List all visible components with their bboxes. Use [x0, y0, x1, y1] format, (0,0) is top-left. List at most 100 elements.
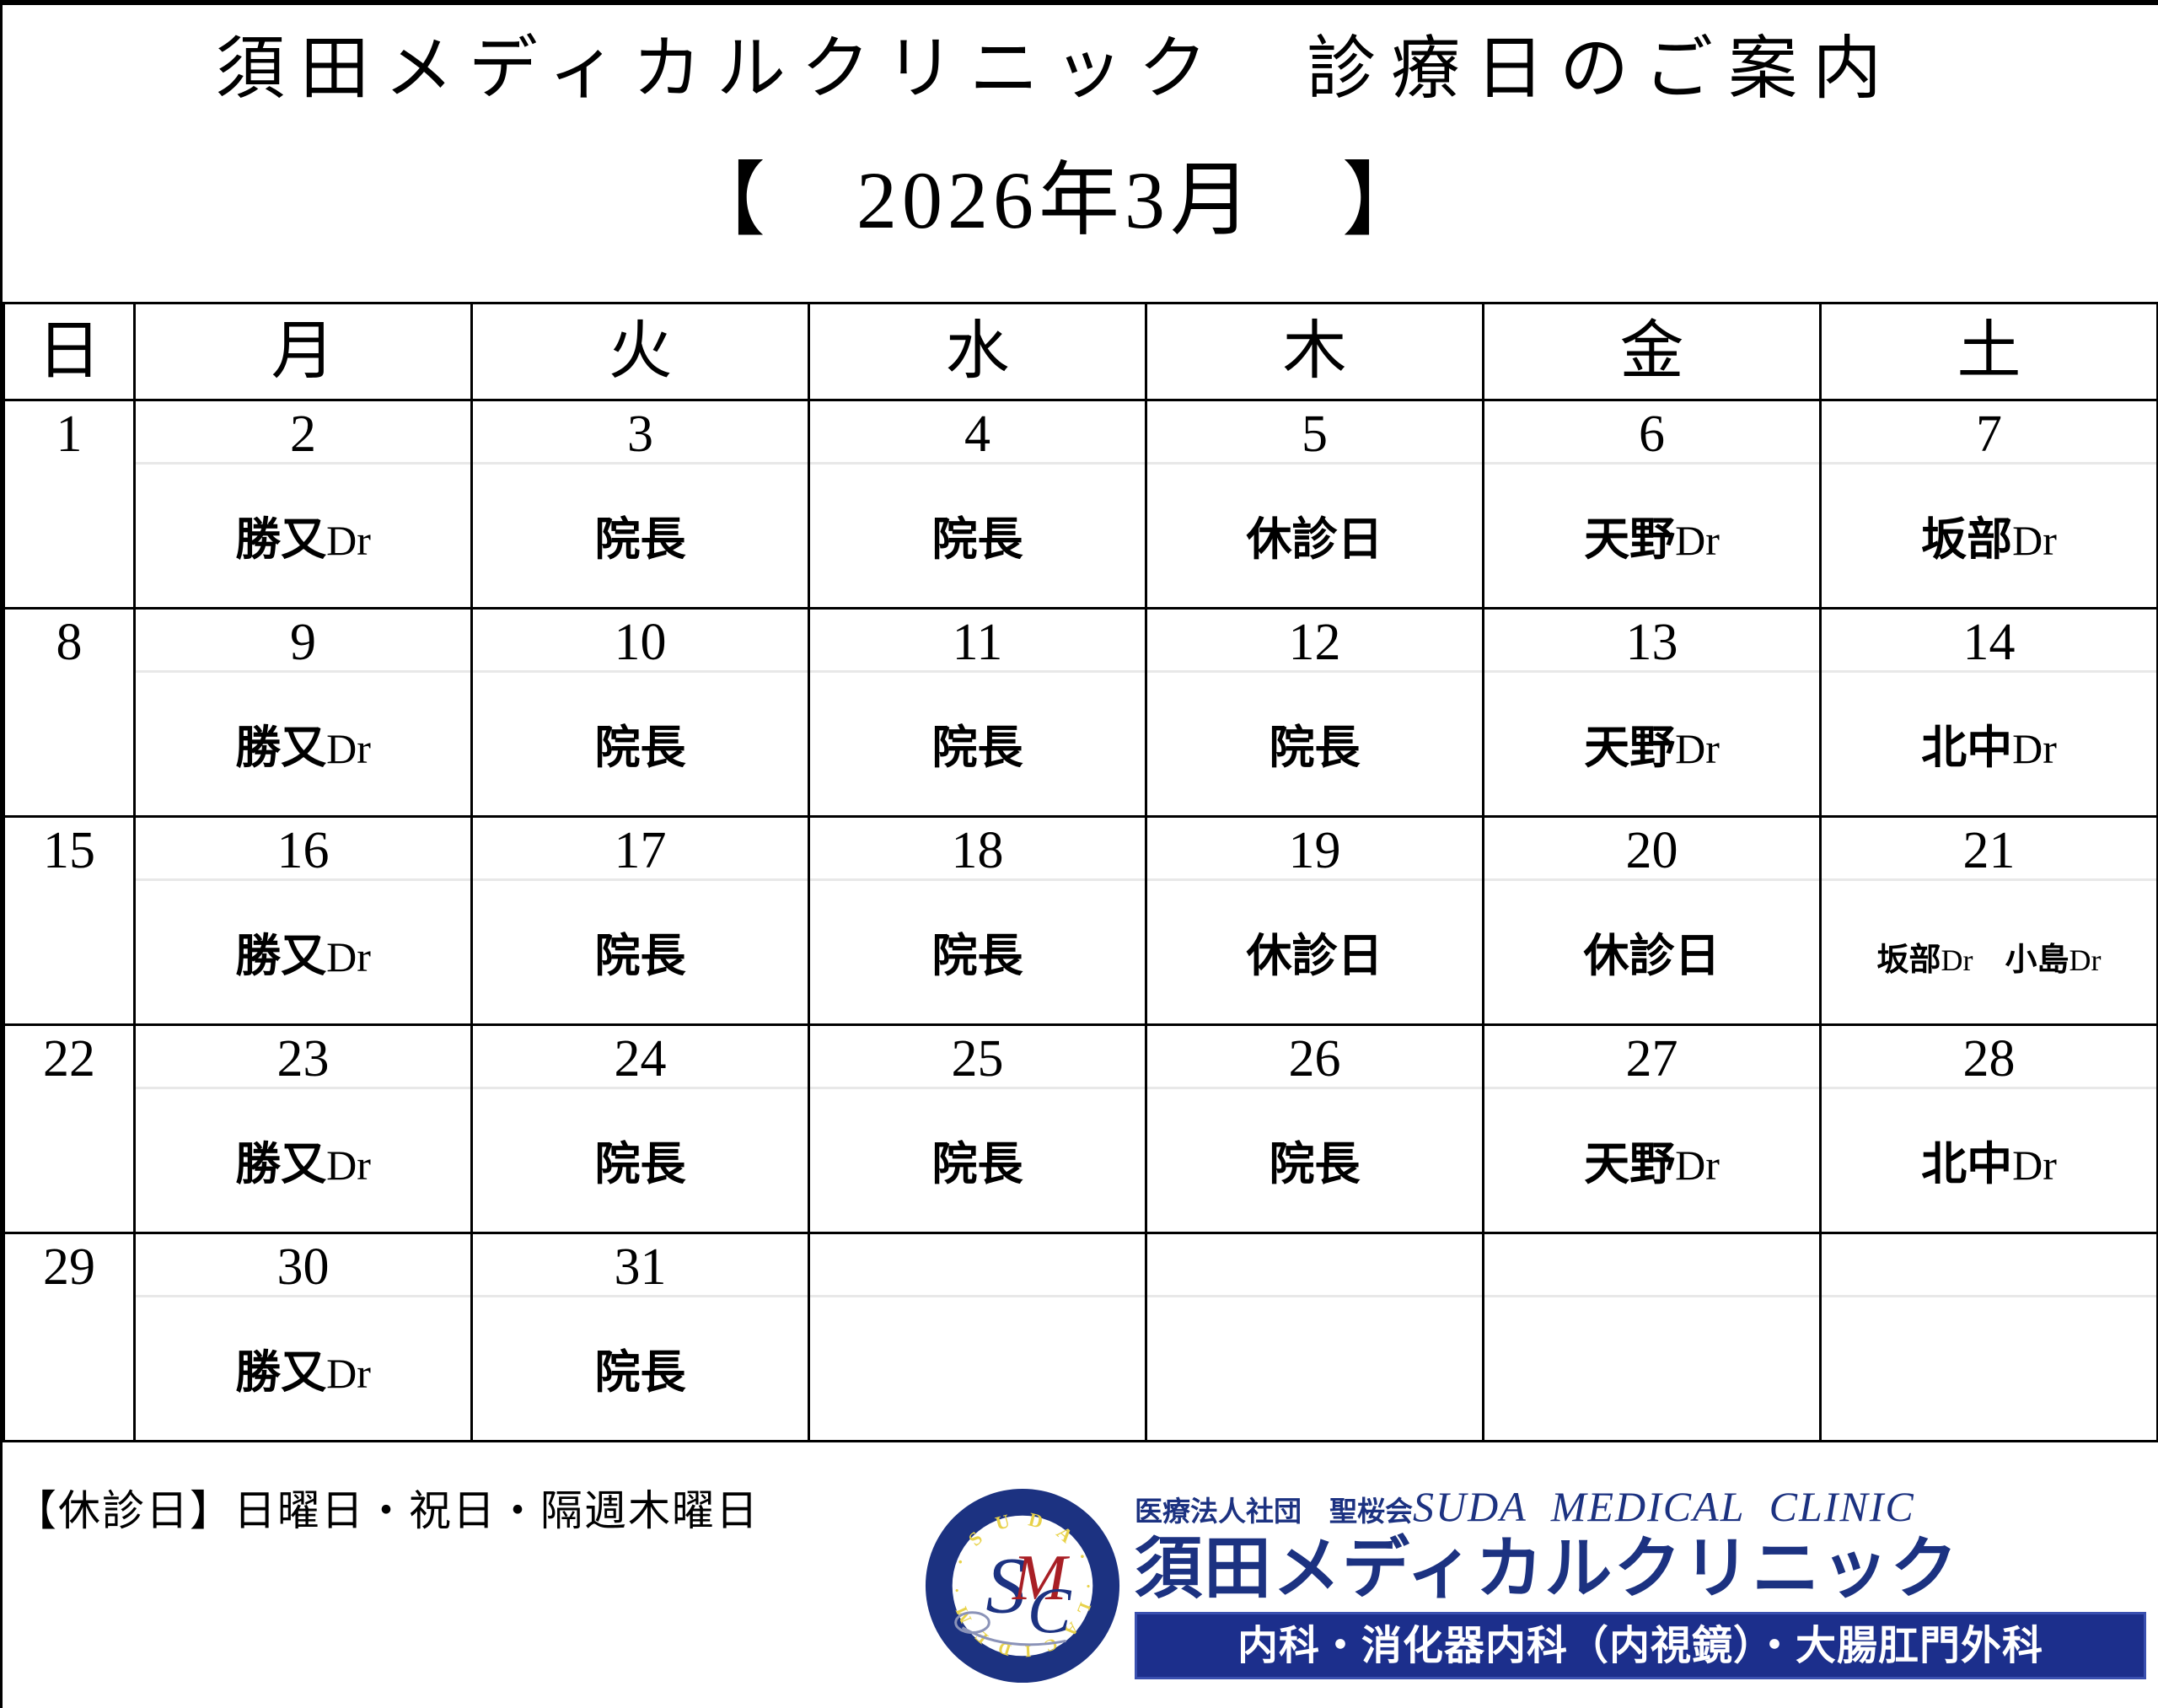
calendar-cell-4[interactable]: 4 院長: [808, 399, 1147, 610]
doctor-label: [1147, 1297, 1482, 1350]
date-number: 31: [614, 1238, 667, 1296]
date-number: 13: [1625, 614, 1678, 671]
calendar-cell-30[interactable]: 30 勝又Dr: [133, 1232, 473, 1442]
cell-divider: [136, 670, 470, 673]
doctor-label: 院長: [931, 1137, 1023, 1190]
weekday-header-sun: 日: [3, 302, 136, 401]
date-number: [810, 1234, 1145, 1295]
calendar-cell-17[interactable]: 17 院長: [470, 815, 810, 1026]
date-number: 1: [56, 406, 83, 463]
calendar-cell-2[interactable]: 2 勝又Dr: [133, 399, 473, 610]
date-number: 30: [276, 1238, 330, 1296]
page-title: 須田メディカルクリニック 診療日のご案内: [215, 30, 1898, 107]
date-number: 12: [1288, 614, 1341, 671]
calendar-cell-29[interactable]: 29: [3, 1232, 136, 1442]
calendar-cell-11[interactable]: 11 院長: [808, 607, 1147, 818]
date-number: 8: [56, 614, 83, 671]
calendar-cell-23[interactable]: 23 勝又Dr: [133, 1023, 473, 1234]
calendar-cell-7[interactable]: 7 坂部Dr: [1819, 399, 2158, 610]
calendar-body: 1 2 勝又Dr 3 院長 4 院長 5 休診日 6 天野Dr 7 坂部Dr 8 9 勝又Dr 10 院長 11 院長…: [3, 399, 2158, 1442]
cell-divider: [1822, 878, 2156, 881]
weekday-header-wed: 水: [808, 302, 1147, 401]
doctor-label: [5, 1297, 133, 1350]
calendar-cell-16[interactable]: 16 勝又Dr: [133, 815, 473, 1026]
calendar-cell-19[interactable]: 19 休診日: [1145, 815, 1484, 1026]
calendar-cell-empty: [1482, 1232, 1822, 1442]
calendar-cell-5[interactable]: 5 休診日: [1145, 399, 1484, 610]
doctor-label: 休診日: [1246, 513, 1383, 566]
calendar-cell-15[interactable]: 15: [3, 815, 136, 1026]
calendar-cell-25[interactable]: 25 院長: [808, 1023, 1147, 1234]
cell-divider: [1147, 462, 1482, 465]
calendar-cell-26[interactable]: 26 院長: [1145, 1023, 1484, 1234]
doctor-label: 勝又Dr: [235, 513, 371, 566]
doctor-label: [5, 673, 133, 725]
date-number: 20: [1625, 822, 1678, 879]
cell-divider: [810, 670, 1145, 673]
calendar-cell-empty: [1145, 1232, 1484, 1442]
doctor-label: 院長: [931, 929, 1023, 982]
cell-divider: [1484, 670, 1819, 673]
clinic-emblem-icon: · S U D A · · L A C I D E M · S M C: [925, 1488, 1120, 1684]
doctor-label: 坂部Dr 小島Dr: [1876, 941, 2102, 978]
doctor-label: 天野Dr: [1584, 721, 1720, 774]
calendar-cell-22[interactable]: 22: [3, 1023, 136, 1234]
date-number: 14: [1962, 614, 2016, 671]
cell-divider: [1147, 670, 1482, 673]
calendar-cell-20[interactable]: 20 休診日: [1482, 815, 1822, 1026]
month-title: 【 2026年3月 】: [684, 155, 1428, 245]
calendar-week-row: 22 23 勝又Dr 24 院長 25 院長 26 院長 27 天野Dr 28 北中Dr: [3, 1023, 2158, 1234]
cell-divider: [136, 1087, 470, 1089]
clinic-logo: · S U D A · · L A C I D E M · S M C 医療法人…: [917, 1482, 2148, 1703]
calendar-cell-28[interactable]: 28 北中Dr: [1819, 1023, 2158, 1234]
cell-divider: [810, 878, 1145, 881]
date-number: 18: [951, 822, 1004, 879]
calendar-cell-10[interactable]: 10 院長: [470, 607, 810, 818]
date-number: 22: [43, 1030, 95, 1088]
doctor-label: [1822, 1297, 2156, 1350]
date-number: 26: [1288, 1030, 1341, 1088]
calendar-cell-6[interactable]: 6 天野Dr: [1482, 399, 1822, 610]
calendar-cell-1[interactable]: 1: [3, 399, 136, 610]
doctor-label: [5, 1089, 133, 1141]
page-header: 須田メディカルクリニック 診療日のご案内 【 2026年3月 】: [3, 5, 2158, 309]
doctor-label: 院長: [931, 721, 1023, 774]
doctor-label: 院長: [594, 721, 686, 774]
calendar-cell-31[interactable]: 31 院長: [470, 1232, 810, 1442]
calendar-cell-24[interactable]: 24 院長: [470, 1023, 810, 1234]
date-number: 10: [614, 614, 667, 671]
doctor-label: 休診日: [1583, 929, 1720, 982]
date-number: [1484, 1234, 1819, 1295]
doctor-label: 勝又Dr: [235, 929, 371, 982]
calendar-cell-13[interactable]: 13 天野Dr: [1482, 607, 1822, 818]
cell-divider: [1822, 670, 2156, 673]
cell-divider: [1822, 1087, 2156, 1089]
cell-divider: [1147, 1087, 1482, 1089]
svg-text:S: S: [985, 1541, 1026, 1630]
cell-divider: [473, 1295, 808, 1297]
calendar-cell-3[interactable]: 3 院長: [470, 399, 810, 610]
calendar-cell-8[interactable]: 8: [3, 607, 136, 818]
calendar-cell-14[interactable]: 14 北中Dr: [1819, 607, 2158, 818]
date-number: 17: [614, 822, 667, 879]
cell-divider: [1484, 1087, 1819, 1089]
doctor-label: 院長: [1269, 1137, 1361, 1190]
date-number: 7: [1976, 406, 2002, 463]
schedule-calendar: 日 月 火 水 木 金 土 1 2 勝又Dr 3 院長 4 院長 5 休診日 6 天野Dr 7 坂部Dr…: [3, 302, 2158, 1442]
calendar-week-row: 1 2 勝又Dr 3 院長 4 院長 5 休診日 6 天野Dr 7 坂部Dr: [3, 399, 2158, 610]
doctor-label: [1484, 1297, 1819, 1350]
logo-departments-band: 内科・消化器内科（内視鏡）・大腸肛門外科: [1135, 1612, 2146, 1680]
date-number: 2: [290, 406, 316, 463]
doctor-label: 休診日: [1246, 929, 1383, 982]
calendar-cell-18[interactable]: 18 院長: [808, 815, 1147, 1026]
calendar-cell-21[interactable]: 21 坂部Dr 小島Dr: [1819, 815, 2158, 1026]
calendar-cell-12[interactable]: 12 院長: [1145, 607, 1484, 818]
date-number: 6: [1639, 406, 1665, 463]
weekday-header-fri: 金: [1482, 302, 1822, 401]
date-number: 24: [614, 1030, 667, 1088]
cell-divider: [1822, 1295, 2156, 1297]
calendar-cell-9[interactable]: 9 勝又Dr: [133, 607, 473, 818]
logo-english-name: SUDA MEDICAL CLINIC: [1413, 1483, 1915, 1530]
calendar-cell-27[interactable]: 27 天野Dr: [1482, 1023, 1822, 1234]
